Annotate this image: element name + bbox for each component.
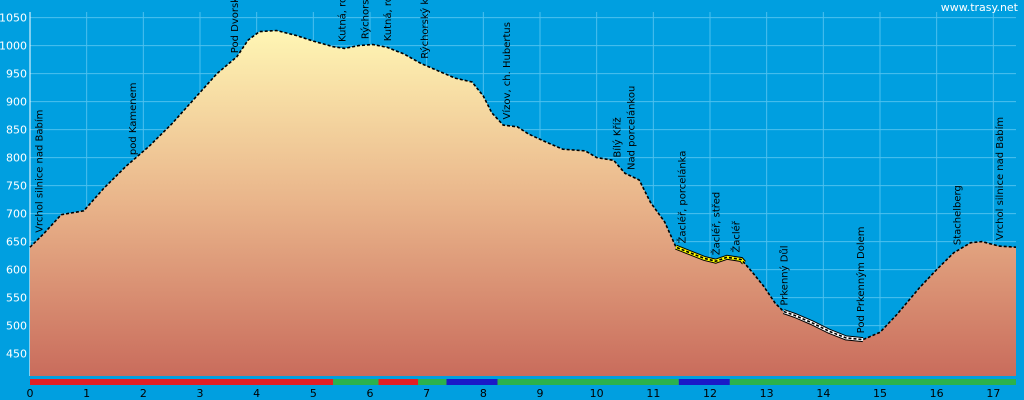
y-tick-label: 900 bbox=[6, 96, 27, 109]
surface-segment bbox=[446, 379, 498, 385]
y-tick-label: 950 bbox=[6, 68, 27, 81]
x-tick-label: 14 bbox=[816, 387, 830, 400]
surface-segment bbox=[418, 379, 447, 385]
waypoint-label: Kutná, rozc. bbox=[382, 0, 394, 41]
x-tick-label: 1 bbox=[83, 387, 90, 400]
waypoint-label: Stachelberg bbox=[953, 185, 964, 245]
x-tick-label: 3 bbox=[197, 387, 204, 400]
waypoint-label: Žacléř, porcelánka bbox=[676, 151, 689, 244]
waypoint-label: pod Kamenem bbox=[128, 82, 139, 155]
waypoint-label: Vrchol silnice nad Babím bbox=[34, 110, 46, 233]
surface-segment bbox=[497, 379, 679, 385]
x-tick-label: 2 bbox=[140, 387, 147, 400]
credit-text: www.trasy.net bbox=[941, 1, 1019, 14]
y-tick-label: 600 bbox=[6, 264, 27, 277]
waypoint-label: Pod Prkenným Dolem bbox=[855, 226, 867, 333]
surface-bar bbox=[30, 379, 1016, 385]
x-tick-label: 4 bbox=[253, 387, 260, 400]
waypoint-label: Kutná, rozc. bbox=[337, 0, 349, 42]
surface-segment bbox=[678, 379, 730, 385]
x-tick-label: 16 bbox=[930, 387, 944, 400]
surface-segment bbox=[378, 379, 419, 385]
y-tick-label: 850 bbox=[6, 124, 27, 137]
x-tick-label: 10 bbox=[590, 387, 604, 400]
x-tick-label: 6 bbox=[367, 387, 374, 400]
surface-segment bbox=[333, 379, 379, 385]
surface-segment bbox=[729, 379, 1016, 385]
y-tick-label: 550 bbox=[6, 292, 27, 305]
waypoint-label: Bílý Kříž bbox=[612, 117, 624, 157]
x-tick-label: 11 bbox=[646, 387, 660, 400]
waypoint-label: Žacléř bbox=[730, 220, 743, 252]
y-tick-label: 1050 bbox=[0, 12, 27, 25]
waypoint-label: Rýchorský kříž bbox=[419, 0, 431, 59]
x-tick-label: 15 bbox=[873, 387, 887, 400]
x-tick-label: 12 bbox=[703, 387, 717, 400]
surface-segment bbox=[30, 379, 334, 385]
elevation-area bbox=[30, 30, 1016, 376]
waypoint-label: Vízov, ch. Hubertus bbox=[501, 22, 513, 119]
waypoint-label: Rýchorská bouda bbox=[359, 0, 371, 39]
waypoint-label: Žacléř, střed bbox=[710, 192, 723, 255]
x-tick-label: 0 bbox=[27, 387, 34, 400]
waypoint-label: Prkenný Důl bbox=[779, 245, 791, 305]
x-tick-label: 17 bbox=[986, 387, 1000, 400]
x-tick-label: 5 bbox=[310, 387, 317, 400]
waypoint-label: Pod Dvorským lesem bbox=[229, 0, 241, 53]
y-tick-label: 1000 bbox=[0, 40, 27, 53]
y-tick-label: 450 bbox=[6, 348, 27, 361]
elevation-line bbox=[29, 29, 1017, 341]
waypoint-labels: Vrchol silnice nad Babím pod Kamenem Pod D… bbox=[34, 0, 1007, 333]
x-tick-label: 8 bbox=[480, 387, 487, 400]
y-tick-label: 500 bbox=[6, 320, 27, 333]
waypoint-label: Vrchol silnice nad Babím bbox=[994, 117, 1006, 240]
waypoint-label: Nad porcelánkou bbox=[626, 86, 638, 170]
x-axis: 0 1 2 3 4 5 6 7 8 9 10 11 12 13 14 15 16 17 bbox=[27, 387, 1001, 400]
y-axis: 450 500 550 600 650 700 750 800 850 900 950 1000 105… bbox=[0, 12, 27, 361]
y-tick-label: 800 bbox=[6, 152, 27, 165]
y-tick-label: 650 bbox=[6, 236, 27, 249]
y-tick-label: 750 bbox=[6, 180, 27, 193]
x-tick-label: 7 bbox=[423, 387, 430, 400]
x-tick-label: 13 bbox=[760, 387, 774, 400]
y-tick-label: 700 bbox=[6, 208, 27, 221]
x-tick-label: 9 bbox=[537, 387, 544, 400]
